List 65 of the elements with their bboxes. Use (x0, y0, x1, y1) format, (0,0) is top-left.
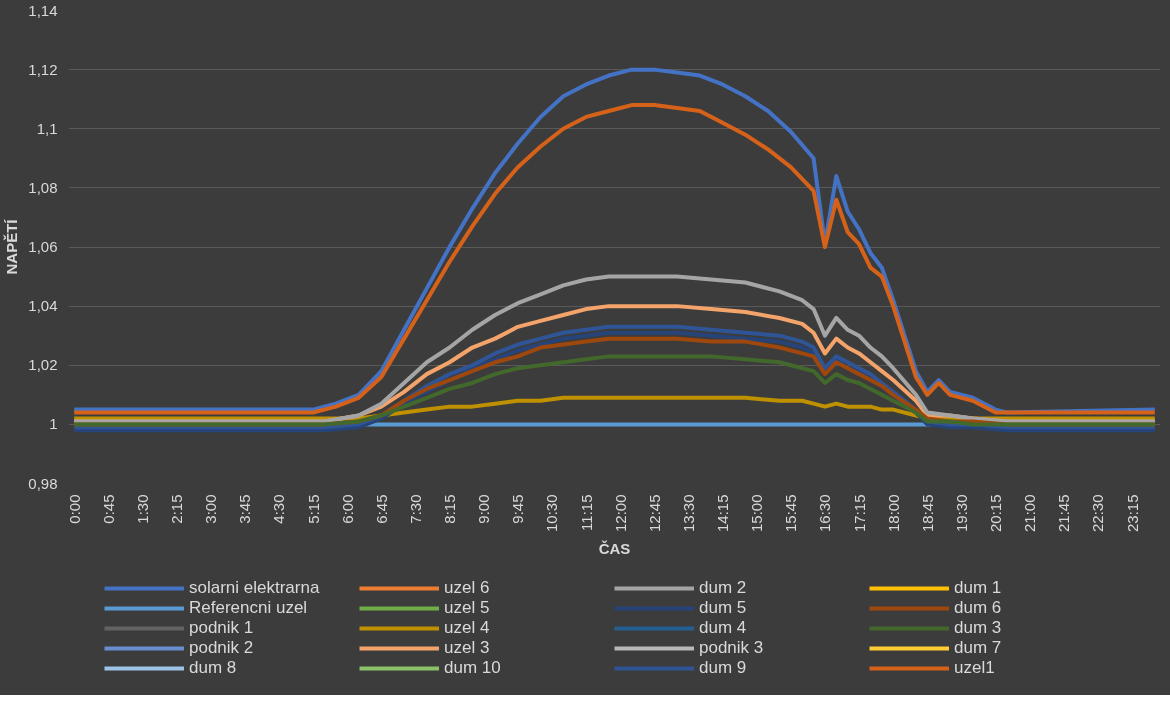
y-tick-label: 1,12 (28, 60, 58, 78)
x-tick-label: 2:15 (168, 494, 186, 524)
x-tick-label: 1:30 (133, 494, 151, 524)
x-tick-label: 22:30 (1089, 494, 1107, 533)
legend-label: dum 3 (954, 617, 1003, 638)
x-tick-label: 3:45 (236, 494, 254, 524)
x-tick-label: 0:45 (99, 494, 117, 524)
x-tick-label: 5:15 (304, 494, 322, 524)
legend-label: uzel 4 (444, 617, 491, 638)
legend-label: uzel 5 (444, 597, 491, 618)
legend-label: Referencni uzel (189, 597, 309, 618)
y-tick-label: 1,02 (28, 356, 58, 374)
x-tick-label: 21:45 (1055, 494, 1073, 533)
x-tick-label: 9:00 (475, 494, 493, 524)
x-tick-label: 4:30 (270, 494, 288, 524)
legend-label: uzel 3 (444, 637, 491, 658)
x-tick-label: 20:15 (987, 494, 1005, 533)
x-tick-label: 17:15 (850, 494, 868, 533)
y-tick-label: 1,1 (36, 119, 58, 137)
x-tick-label: 6:45 (372, 494, 390, 524)
legend-label: uzel1 (954, 657, 996, 678)
y-tick-label: 1,06 (28, 238, 58, 255)
legend-label: dum 9 (699, 657, 748, 678)
x-axis-title: ČAS (598, 540, 631, 558)
x-tick-label: 14:15 (714, 494, 732, 533)
y-tick-label: 1,04 (28, 297, 58, 315)
x-tick-label: 3:00 (202, 494, 220, 524)
x-tick-label: 9:45 (509, 494, 527, 524)
legend-label: dum 7 (954, 637, 1003, 658)
legend-label: dum 1 (954, 577, 1003, 598)
x-tick-label: 19:30 (952, 494, 970, 533)
legend-label: dum 10 (444, 657, 502, 678)
x-tick-label: 8:15 (441, 494, 459, 524)
legend-label: uzel 6 (444, 577, 491, 598)
legend-label: podnik 1 (189, 617, 255, 638)
x-tick-label: 7:30 (406, 494, 424, 524)
x-tick-label: 12:45 (645, 494, 663, 533)
x-tick-label: 18:00 (884, 494, 902, 533)
x-tick-label: 16:30 (816, 494, 834, 533)
legend-label: podnik 2 (189, 637, 255, 658)
line-series (72, 274, 1157, 424)
legend-label: dum 6 (954, 597, 1003, 618)
x-tick-label: 6:00 (338, 494, 356, 524)
x-tick-label: 15:00 (748, 494, 766, 533)
y-tick-label: 0,98 (28, 474, 58, 492)
legend-label: solarni elektrarna (189, 577, 321, 598)
line-series (72, 354, 1157, 427)
x-tick-label: 11:15 (577, 494, 595, 531)
x-tick-label: 13:30 (679, 494, 697, 533)
y-tick-label: 1,08 (28, 178, 58, 196)
x-tick-label: 18:45 (918, 494, 936, 533)
y-axis-title: NAPĚTÍ (3, 218, 21, 275)
legend-label: dum 5 (699, 597, 748, 618)
x-tick-label: 10:30 (543, 494, 561, 533)
y-tick-label: 1,14 (28, 1, 58, 19)
y-tick-label: 1 (49, 415, 58, 433)
x-tick-label: 0:00 (65, 494, 83, 524)
x-tick-label: 23:15 (1123, 494, 1141, 533)
x-tick-label: 15:45 (782, 494, 800, 533)
legend-label: dum 2 (699, 577, 748, 598)
legend-label: podnik 3 (699, 637, 765, 658)
x-tick-label: 21:00 (1021, 494, 1039, 533)
legend-label: dum 8 (189, 657, 238, 678)
legend-label: dum 4 (699, 617, 748, 638)
x-tick-label: 12:00 (611, 494, 629, 533)
